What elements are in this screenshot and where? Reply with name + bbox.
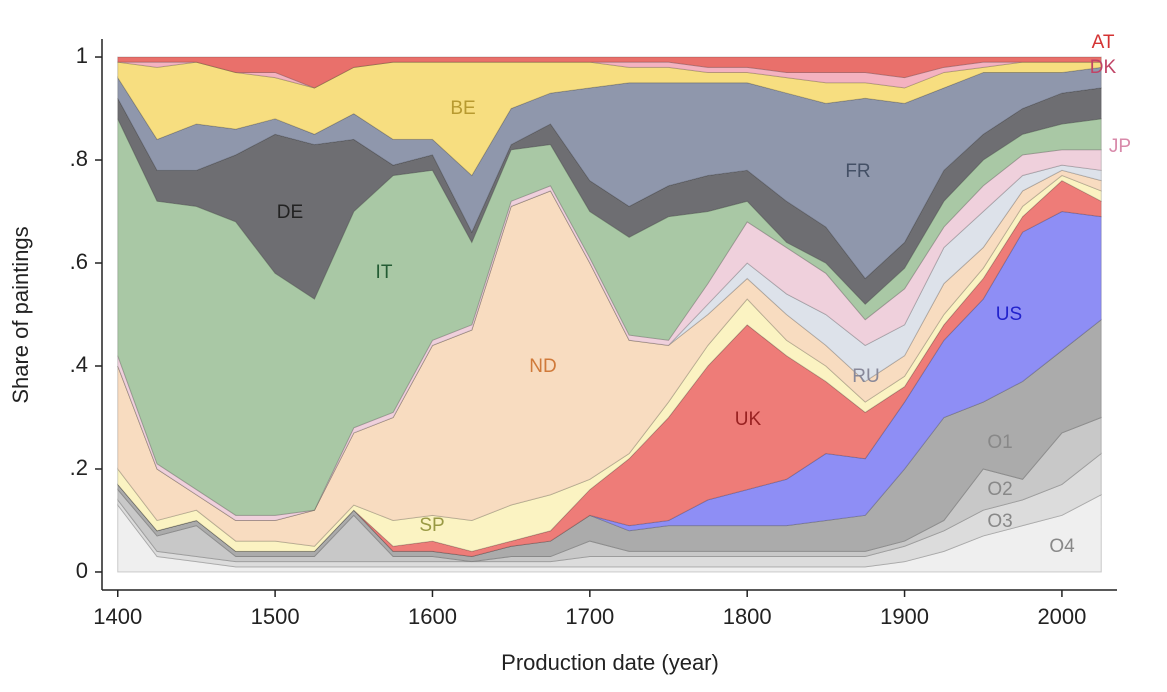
y-axis-title: Share of paintings bbox=[8, 226, 33, 403]
series-label: O1 bbox=[987, 432, 1012, 453]
series-label: BE bbox=[450, 98, 475, 119]
series-label: DE bbox=[277, 202, 303, 223]
series-label: JP bbox=[1109, 136, 1131, 157]
series-label: ND bbox=[529, 356, 556, 377]
y-tick-label: .2 bbox=[70, 455, 88, 480]
x-tick-label: 1900 bbox=[880, 604, 929, 629]
x-tick-label: 1800 bbox=[723, 604, 772, 629]
area bbox=[117, 164, 1102, 521]
x-tick-label: 1400 bbox=[93, 604, 142, 629]
x-tick-label: 1500 bbox=[251, 604, 300, 629]
y-tick-label: .8 bbox=[70, 146, 88, 171]
series-label: US bbox=[996, 304, 1022, 325]
area bbox=[117, 66, 1102, 280]
x-tick-label: 1700 bbox=[565, 604, 614, 629]
y-tick-label: 0 bbox=[76, 558, 88, 583]
series-label: UK bbox=[735, 409, 762, 430]
series-label: RU bbox=[852, 366, 879, 387]
y-tick-label: .6 bbox=[70, 249, 88, 274]
area bbox=[117, 169, 1102, 547]
area bbox=[117, 416, 1102, 563]
area bbox=[117, 61, 1102, 177]
series-label: O4 bbox=[1049, 536, 1075, 557]
series-label: O3 bbox=[987, 511, 1012, 532]
area bbox=[117, 118, 1102, 516]
area bbox=[117, 452, 1102, 568]
series-label: FR bbox=[845, 161, 870, 182]
y-tick-label: 1 bbox=[76, 43, 88, 68]
x-axis-title: Production date (year) bbox=[501, 650, 719, 675]
areas bbox=[117, 56, 1102, 573]
x-tick-label: 2000 bbox=[1037, 604, 1086, 629]
series-label: IT bbox=[376, 262, 393, 283]
x-tick-label: 1600 bbox=[408, 604, 457, 629]
area bbox=[117, 61, 1102, 89]
y-tick-label: .4 bbox=[70, 352, 88, 377]
series-label: SP bbox=[419, 515, 444, 536]
series-label: DK bbox=[1090, 57, 1117, 78]
area bbox=[117, 56, 1102, 89]
series-label: AT bbox=[1092, 32, 1115, 53]
series-label: O2 bbox=[987, 479, 1012, 500]
